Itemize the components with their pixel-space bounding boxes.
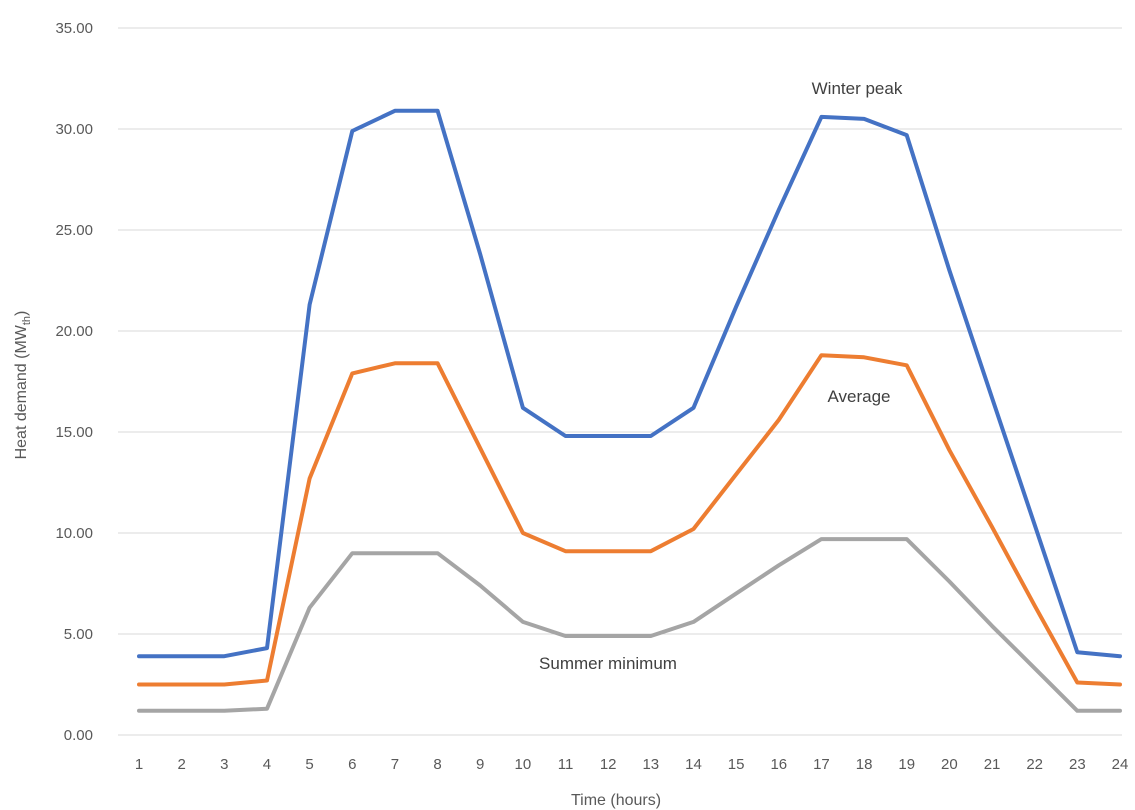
series-label-average: Average: [827, 387, 890, 406]
series-lines: [137, 108, 1122, 713]
series-line-summer-minimum: [137, 537, 1122, 713]
y-tick-label: 20.00: [55, 323, 93, 340]
x-tick-label: 3: [220, 756, 228, 773]
x-tick-label: 1: [135, 756, 143, 773]
x-tick-label: 22: [1026, 756, 1043, 773]
y-tick-label: 15.00: [55, 424, 93, 441]
x-tick-label: 18: [856, 756, 873, 773]
series-label-summer-minimum: Summer minimum: [539, 654, 677, 673]
x-tick-label: 12: [600, 756, 617, 773]
y-tick-label: 25.00: [55, 222, 93, 239]
gridlines: [118, 27, 1122, 736]
x-tick-label: 9: [476, 756, 484, 773]
x-tick-label: 20: [941, 756, 958, 773]
y-tick-label: 35.00: [55, 20, 93, 37]
y-axis-title-subscript: th: [21, 316, 33, 325]
x-tick-label: 14: [685, 756, 702, 773]
y-axis-title: Heat demand (MWth): [13, 311, 33, 460]
y-tick-label: 10.00: [55, 525, 93, 542]
x-tick-label: 21: [984, 756, 1001, 773]
x-tick-label: 11: [558, 756, 574, 773]
y-tick-label: 0.00: [64, 727, 93, 744]
y-axis-tick-labels: 0.00 5.00 10.00 15.00 20.00 25.00 30.00 35.00: [55, 20, 93, 744]
x-tick-label: 10: [515, 756, 532, 773]
x-tick-label: 7: [391, 756, 399, 773]
series-line-average: [137, 353, 1122, 687]
x-tick-label: 5: [305, 756, 313, 773]
x-tick-label: 17: [813, 756, 830, 773]
x-tick-label: 13: [642, 756, 659, 773]
x-tick-label: 19: [898, 756, 915, 773]
y-tick-label: 30.00: [55, 121, 93, 138]
x-tick-label: 6: [348, 756, 356, 773]
series-label-winter-peak: Winter peak: [812, 79, 903, 98]
x-tick-label: 4: [263, 756, 271, 773]
y-axis-title-main: Heat demand (MW: [13, 324, 30, 459]
x-tick-label: 8: [433, 756, 441, 773]
x-tick-label: 15: [728, 756, 745, 773]
y-tick-label: 5.00: [64, 626, 93, 643]
x-tick-label: 2: [177, 756, 185, 773]
x-axis-title: Time (hours): [571, 792, 661, 809]
x-tick-label: 24: [1112, 756, 1129, 773]
series-line-winter-peak: [137, 108, 1122, 659]
x-tick-label: 16: [770, 756, 787, 773]
x-axis-tick-labels: 1 2 3 4 5 6 7 8 9 10 11 12 13 14 15 16 17 18 19 20 21 22 23 24: [135, 756, 1129, 773]
x-tick-label: 23: [1069, 756, 1086, 773]
y-axis-title-end: ): [13, 311, 30, 316]
